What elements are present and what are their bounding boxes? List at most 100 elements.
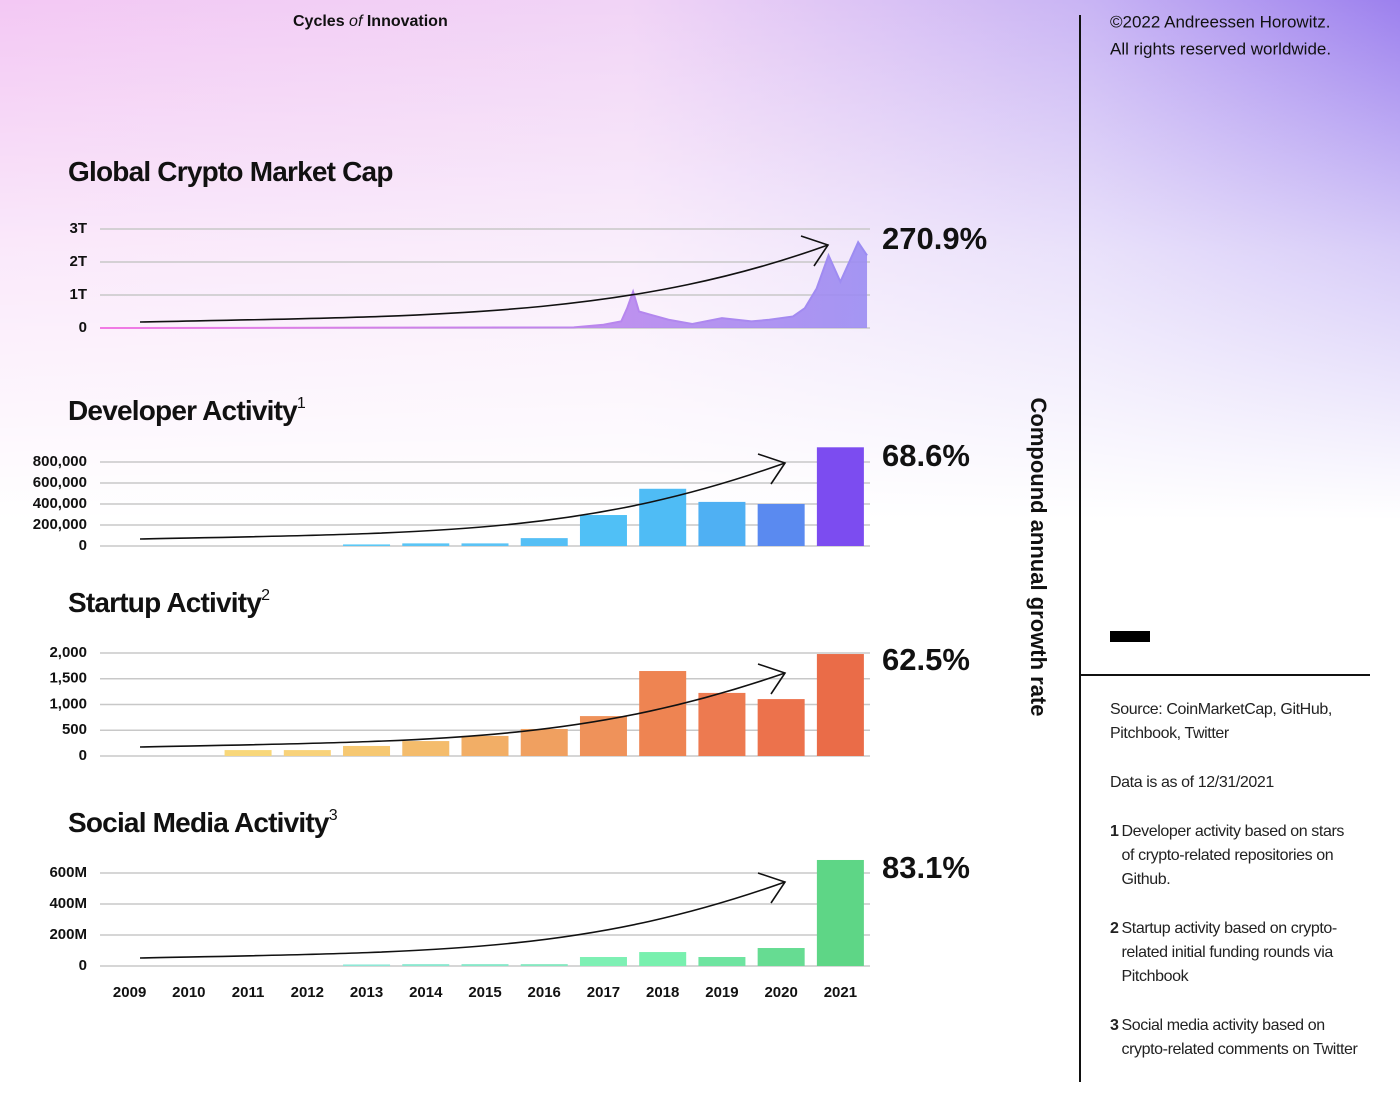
growth-rate: 83.1% <box>882 850 970 885</box>
bar <box>461 735 509 756</box>
bar <box>520 964 568 966</box>
title-footnote: 1 <box>297 395 306 412</box>
y-tick-label: 2T <box>69 253 87 270</box>
title-footnote: 3 <box>329 807 338 824</box>
note-number: 1 <box>1110 823 1119 840</box>
x-tick-label: 2011 <box>232 984 265 1001</box>
accent-bar <box>1110 631 1150 642</box>
bar <box>757 504 805 546</box>
bar <box>343 544 391 546</box>
x-tick-label: 2021 <box>824 984 857 1001</box>
trend-arrow <box>139 244 829 323</box>
y-tick-label: 1,000 <box>49 695 87 712</box>
y-tick-label: 2,000 <box>49 644 87 661</box>
x-tick-label: 2015 <box>468 984 501 1001</box>
y-tick-label: 0 <box>79 747 87 764</box>
footnote: 1 Developer activity based on stars of cr… <box>1110 820 1360 892</box>
bar <box>520 728 568 756</box>
bar <box>757 948 805 966</box>
bar <box>402 543 450 546</box>
arrow-head <box>757 872 787 904</box>
note-text: Developer activity based on stars of cry… <box>1121 823 1345 888</box>
x-tick-label: 2012 <box>291 984 324 1001</box>
note-number: 3 <box>1110 1017 1119 1034</box>
y-tick-label: 800,000 <box>33 453 87 470</box>
x-tick-label: 2019 <box>705 984 738 1001</box>
bar <box>639 488 687 546</box>
chart-title: Global Crypto Market Cap <box>68 156 393 187</box>
arrow-head <box>757 453 787 485</box>
note-text: Startup activity based on crypto-related… <box>1121 920 1338 985</box>
y-tick-label: 200,000 <box>33 516 87 533</box>
note-number: 2 <box>1110 920 1119 937</box>
header-title: Cycles of Innovation <box>293 13 448 30</box>
y-tick-label: 0 <box>79 957 87 974</box>
title-text: Developer Activity <box>68 395 298 426</box>
bar <box>698 957 746 966</box>
y-tick-label: 3T <box>69 220 87 237</box>
trend-arrow <box>139 881 786 959</box>
y-tick-label: 1,500 <box>49 670 87 687</box>
bar <box>639 671 687 756</box>
footnote: 3 Social media activity based on crypto-r… <box>1110 1014 1360 1062</box>
y-tick-label: 500 <box>62 721 87 738</box>
bar <box>816 859 864 966</box>
x-tick-label: 2013 <box>350 984 383 1001</box>
title-footnote: 2 <box>261 587 270 604</box>
market-cap-area <box>100 242 868 328</box>
copyright: ©2022 Andreessen Horowitz. <box>1110 12 1330 31</box>
title-text: Global Crypto Market Cap <box>68 156 393 187</box>
x-tick-label: 2020 <box>764 984 797 1001</box>
market-cap-line <box>99 240 868 329</box>
bar <box>343 964 391 966</box>
x-tick-label: 2010 <box>172 984 205 1001</box>
y-tick-label: 0 <box>79 537 87 554</box>
x-tick-label: 2014 <box>409 984 443 1001</box>
title-part: Cycles <box>293 13 345 30</box>
bar <box>698 692 746 756</box>
bar <box>579 515 627 546</box>
bar <box>816 654 864 756</box>
bar <box>343 745 391 756</box>
title-part: Innovation <box>367 13 448 30</box>
arrow-head <box>800 235 830 267</box>
bar <box>461 543 509 546</box>
y-tick-label: 600M <box>49 864 87 881</box>
copyright: All rights reserved worldwide. <box>1110 39 1331 58</box>
bar <box>698 501 746 546</box>
trend-arrow <box>139 462 786 540</box>
chart-title: Startup Activity2 <box>68 587 270 618</box>
axis-label: Compound annual growth rate <box>1026 398 1051 717</box>
bar <box>520 538 568 546</box>
bar <box>757 699 805 756</box>
y-tick-label: 400M <box>49 895 87 912</box>
y-tick-label: 200M <box>49 926 87 943</box>
x-tick-label: 2009 <box>113 984 146 1001</box>
bar <box>402 741 450 756</box>
bar <box>461 964 509 966</box>
bar <box>639 952 687 966</box>
footnote: 2 Startup activity based on crypto-relate… <box>1110 917 1360 989</box>
chart-title: Social Media Activity3 <box>68 807 338 838</box>
bar <box>402 964 450 966</box>
chart-title: Developer Activity1 <box>68 395 306 426</box>
arrow-head <box>757 663 787 695</box>
y-tick-label: 600,000 <box>33 474 87 491</box>
data-date: Data is as of 12/31/2021 <box>1110 774 1274 791</box>
bar <box>816 447 864 546</box>
trend-arrow <box>139 672 786 748</box>
x-tick-label: 2016 <box>528 984 561 1001</box>
x-tick-label: 2017 <box>587 984 620 1001</box>
title-text: Startup Activity <box>68 587 262 618</box>
note-text: Social media activity based on crypto-re… <box>1121 1017 1358 1058</box>
growth-rate: 62.5% <box>882 642 970 677</box>
title-part: of <box>349 13 364 30</box>
growth-rate: 270.9% <box>882 221 987 256</box>
y-tick-label: 1T <box>69 286 87 303</box>
y-tick-label: 0 <box>79 319 87 336</box>
source: Source: CoinMarketCap, GitHub, Pitchbook… <box>1110 701 1332 742</box>
bar <box>224 750 272 756</box>
bar <box>283 750 331 756</box>
